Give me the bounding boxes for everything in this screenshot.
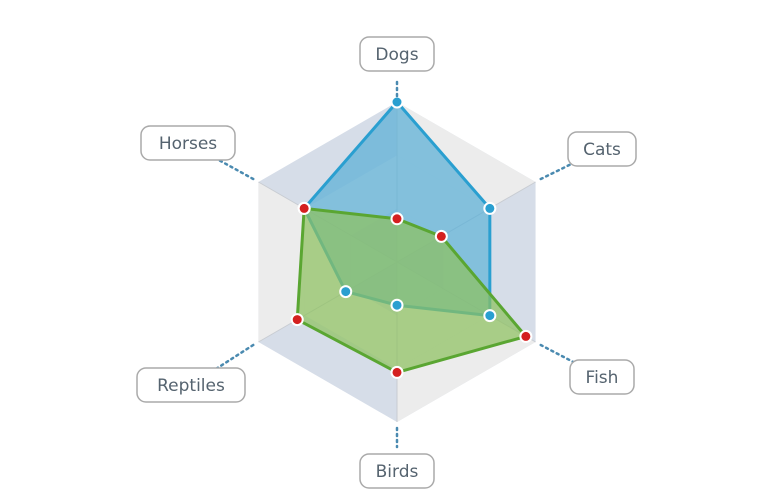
- data-point[interactable]: [434, 229, 448, 243]
- axis-label-horses: Horses: [159, 134, 217, 154]
- data-point[interactable]: [519, 329, 533, 343]
- axis-label-box: [136, 367, 246, 403]
- data-point[interactable]: [390, 365, 404, 379]
- axis-label-box: [569, 359, 635, 395]
- axis-labels: Dogs Cats Fish Birds Reptiles Horses: [136, 36, 637, 489]
- grid-sector: [258, 182, 305, 342]
- radar-series: [290, 95, 533, 379]
- data-point[interactable]: [297, 201, 311, 215]
- axis-label-box: [359, 36, 435, 72]
- axis-label-dogs: Dogs: [375, 45, 418, 65]
- data-point[interactable]: [339, 285, 353, 299]
- axis-label-birds: Birds: [376, 462, 419, 482]
- data-point[interactable]: [390, 212, 404, 226]
- axis-label-cats: Cats: [583, 140, 621, 160]
- axis-label-fish: Fish: [586, 368, 619, 388]
- axis-label-box: [140, 125, 236, 161]
- axis-label-reptiles: Reptiles: [157, 376, 225, 396]
- data-point[interactable]: [290, 313, 304, 327]
- data-point[interactable]: [390, 95, 404, 109]
- data-point[interactable]: [483, 309, 497, 323]
- data-point[interactable]: [390, 298, 404, 312]
- data-point[interactable]: [483, 201, 497, 215]
- axis-label-box: [567, 131, 637, 167]
- series-2-markers: [290, 201, 533, 379]
- grid-sector: [397, 102, 536, 209]
- axis-label-box: [359, 453, 435, 489]
